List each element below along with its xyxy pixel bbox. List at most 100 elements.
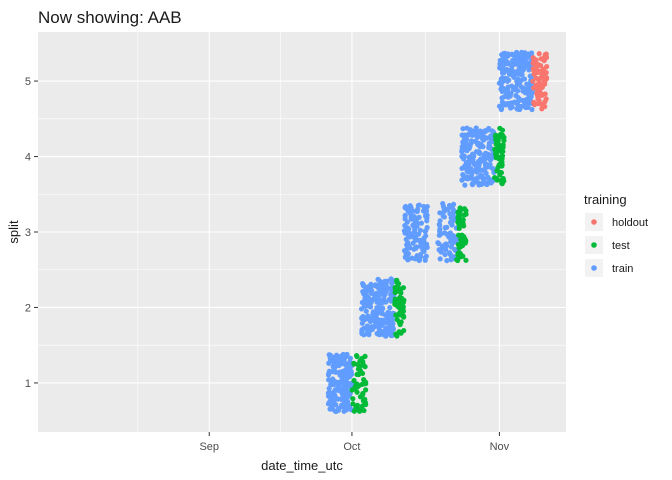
legend: training holdout test train	[584, 192, 648, 277]
data-point-train	[416, 214, 422, 220]
data-point-test	[495, 164, 501, 170]
data-point-train	[367, 304, 374, 310]
legend-label-train: train	[612, 263, 633, 275]
x-axis-title: date_time_utc	[261, 458, 343, 473]
data-point-train	[444, 257, 450, 264]
data-point-holdout	[536, 51, 542, 57]
data-point-train	[437, 228, 443, 235]
data-point-train	[333, 402, 339, 408]
data-point-train	[470, 151, 476, 157]
data-point-train	[441, 208, 448, 214]
data-point-train	[331, 364, 337, 370]
data-point-train	[513, 84, 519, 90]
data-point-test	[495, 155, 502, 161]
data-point-test	[393, 284, 400, 290]
data-point-test	[362, 399, 368, 406]
data-point-train	[360, 313, 366, 320]
data-point-train	[412, 237, 419, 243]
data-point-train	[418, 220, 425, 226]
chart-title: Now showing: AAB	[38, 8, 182, 27]
data-point-train	[476, 181, 483, 187]
data-point-test	[394, 333, 400, 339]
data-point-train	[417, 227, 423, 233]
data-point-train	[505, 60, 511, 66]
data-point-train	[382, 279, 388, 285]
y-tick-label: 5	[25, 76, 31, 88]
data-point-train	[406, 256, 412, 262]
data-point-train	[346, 404, 353, 410]
data-point-holdout	[533, 59, 539, 65]
y-tick-label: 2	[25, 302, 31, 314]
data-point-train	[417, 237, 423, 243]
y-tick-label: 3	[25, 227, 31, 239]
data-point-train	[475, 158, 482, 165]
data-point-train	[412, 256, 418, 262]
data-point-train	[364, 316, 370, 322]
x-axis-ticks: Sep Oct Nov	[199, 432, 510, 453]
data-point-test	[492, 133, 499, 139]
data-point-test	[455, 232, 462, 238]
data-point-train	[441, 214, 447, 220]
data-point-train	[423, 208, 430, 214]
data-point-train	[363, 308, 369, 314]
data-point-train	[504, 66, 510, 73]
data-point-train	[359, 326, 365, 333]
data-point-train	[479, 136, 486, 142]
legend-key-train	[591, 265, 597, 271]
data-point-test	[497, 125, 503, 131]
legend-label-holdout: holdout	[612, 217, 648, 229]
data-point-holdout	[538, 101, 544, 107]
data-point-train	[423, 213, 429, 219]
data-point-test	[354, 389, 360, 395]
data-point-train	[486, 179, 492, 185]
data-point-train	[327, 352, 334, 358]
data-point-train	[511, 99, 517, 105]
data-point-train	[374, 330, 380, 337]
data-point-train	[341, 380, 347, 386]
data-point-holdout	[538, 56, 544, 62]
data-point-test	[500, 148, 506, 155]
data-point-train	[505, 51, 511, 57]
data-point-train	[462, 163, 468, 169]
data-point-train	[482, 160, 488, 167]
data-point-train	[383, 317, 390, 323]
data-point-train	[483, 170, 489, 176]
data-point-train	[499, 84, 505, 90]
data-point-test	[456, 245, 462, 251]
data-point-test	[400, 304, 406, 310]
data-point-train	[377, 317, 384, 323]
data-point-test	[457, 251, 463, 257]
data-point-train	[325, 393, 332, 399]
data-point-train	[460, 172, 466, 178]
data-point-test	[394, 317, 400, 323]
data-point-train	[379, 310, 385, 316]
data-point-holdout	[542, 98, 548, 105]
data-point-train	[482, 128, 489, 134]
data-point-train	[406, 230, 412, 236]
data-point-train	[422, 257, 428, 263]
data-point-train	[385, 330, 391, 336]
data-point-train	[366, 284, 372, 290]
data-point-train	[371, 296, 377, 302]
data-point-test	[350, 396, 356, 402]
data-point-train	[526, 97, 532, 103]
data-point-test	[354, 402, 361, 408]
data-point-train	[383, 325, 389, 331]
data-point-test	[363, 379, 369, 385]
data-point-train	[345, 371, 351, 377]
data-point-test	[396, 329, 402, 335]
data-point-train	[436, 232, 442, 238]
data-point-holdout	[530, 66, 536, 72]
y-tick-label: 4	[25, 152, 31, 164]
data-point-train	[332, 394, 338, 400]
data-point-train	[402, 212, 408, 218]
data-point-train	[519, 49, 525, 56]
data-point-test	[393, 312, 399, 318]
data-point-train	[379, 328, 385, 335]
data-point-train	[416, 257, 423, 263]
data-point-train	[390, 325, 396, 331]
data-point-train	[520, 67, 527, 73]
data-point-train	[444, 243, 450, 249]
data-point-train	[501, 100, 507, 106]
data-point-train	[517, 106, 523, 113]
